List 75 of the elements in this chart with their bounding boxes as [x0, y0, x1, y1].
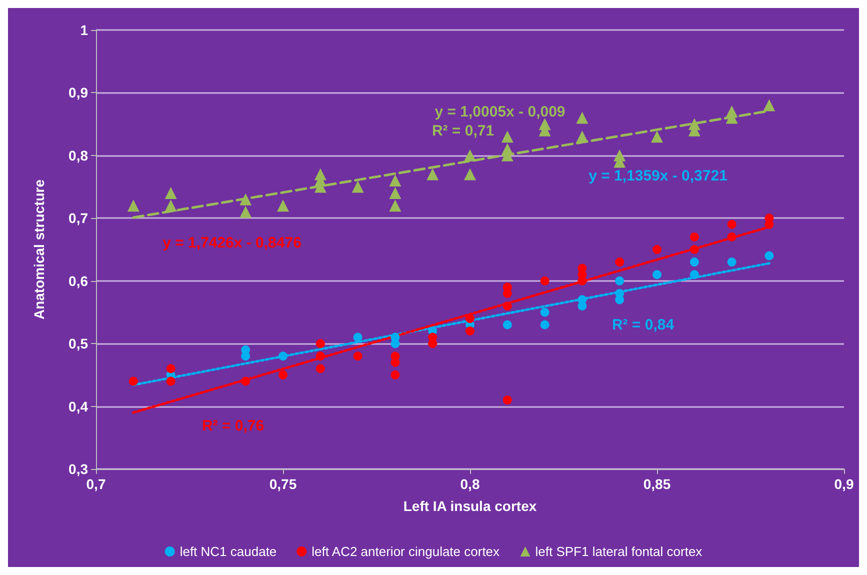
point	[316, 364, 325, 374]
point	[727, 220, 736, 229]
point	[278, 352, 288, 361]
y-tick-label: 0,5	[68, 336, 88, 352]
point	[164, 187, 177, 200]
y-tick-label: 0,8	[68, 147, 88, 164]
point	[651, 130, 663, 143]
point	[690, 232, 699, 242]
point	[127, 200, 140, 212]
point	[727, 258, 736, 267]
y-tick-label: 0,9	[68, 84, 88, 101]
point	[389, 200, 402, 212]
x-axis-title: Left IA insula cortex	[403, 498, 537, 514]
point	[466, 314, 474, 323]
y-tick-label: 0,3	[68, 461, 88, 477]
point	[426, 168, 439, 180]
y-tick-label: 0,4	[68, 398, 88, 414]
point	[389, 174, 402, 187]
point	[690, 258, 699, 267]
annotation: y = 1,0005x - 0,009	[434, 104, 566, 120]
annotation: R² = 0,76	[202, 418, 264, 434]
legend-label: left SPF1 lateral fontal cortex	[535, 544, 703, 559]
point	[389, 187, 402, 200]
point	[464, 168, 476, 180]
point	[764, 251, 774, 260]
point	[652, 245, 662, 254]
point	[540, 276, 550, 286]
point	[390, 370, 400, 380]
annotation: y = 1,1359x - 0,3721	[588, 168, 728, 184]
point	[466, 326, 474, 336]
annotation: R² = 0,71	[432, 122, 494, 140]
point	[501, 130, 514, 143]
point	[352, 180, 364, 193]
point	[166, 376, 176, 386]
point	[164, 200, 177, 212]
x-tick-label: 0,7	[86, 476, 106, 492]
point	[690, 245, 699, 254]
point	[763, 99, 776, 112]
point	[166, 364, 176, 374]
point	[240, 193, 252, 206]
point	[576, 130, 588, 143]
point	[690, 270, 699, 280]
point	[240, 206, 252, 218]
x-tick-label: 0,75	[269, 476, 297, 492]
point	[278, 370, 288, 380]
point	[652, 270, 662, 280]
point	[615, 258, 624, 267]
x-tick-label: 0,85	[643, 476, 671, 492]
point	[464, 149, 476, 162]
point	[540, 308, 550, 317]
point	[241, 376, 250, 386]
y-tick-label: 0,7	[68, 210, 88, 226]
point	[615, 276, 624, 286]
annotation: R² = 0,84	[612, 316, 675, 334]
point	[353, 352, 362, 361]
legend-label: left AC2 anterior cingulate cortex	[312, 544, 500, 559]
y-tick-label: 1	[80, 22, 88, 38]
point	[727, 232, 736, 242]
point	[277, 200, 289, 212]
x-tick-label: 0,8	[460, 476, 480, 492]
point	[502, 320, 512, 330]
x-tick-label: 0,9	[834, 476, 854, 492]
y-axis-title: Anatomical structure	[31, 179, 47, 320]
point	[316, 339, 325, 348]
point	[502, 396, 512, 405]
point	[316, 352, 325, 361]
y-tick-label: 0,6	[68, 272, 88, 289]
legend-label: left NC1 caudate	[180, 544, 277, 559]
point	[353, 332, 362, 342]
point	[128, 376, 138, 386]
point	[540, 320, 550, 330]
point	[502, 301, 512, 310]
point	[576, 112, 588, 124]
annotation: y = 1,7426x - 0,8476	[162, 234, 302, 252]
point	[428, 339, 438, 348]
